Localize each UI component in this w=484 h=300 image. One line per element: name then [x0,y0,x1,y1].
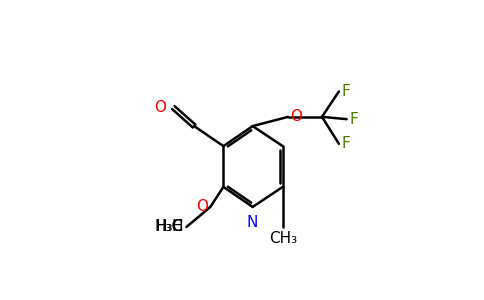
Text: H: H [171,220,182,235]
Text: F: F [342,136,351,151]
Text: O: O [196,200,208,214]
Text: CH₃: CH₃ [269,231,297,246]
Text: O: O [290,110,302,124]
Text: O: O [154,100,166,115]
Text: H₃C: H₃C [154,220,182,235]
Text: N: N [247,214,258,230]
Text: F: F [349,112,359,127]
Text: H₃C: H₃C [155,220,183,235]
Text: F: F [342,84,351,99]
